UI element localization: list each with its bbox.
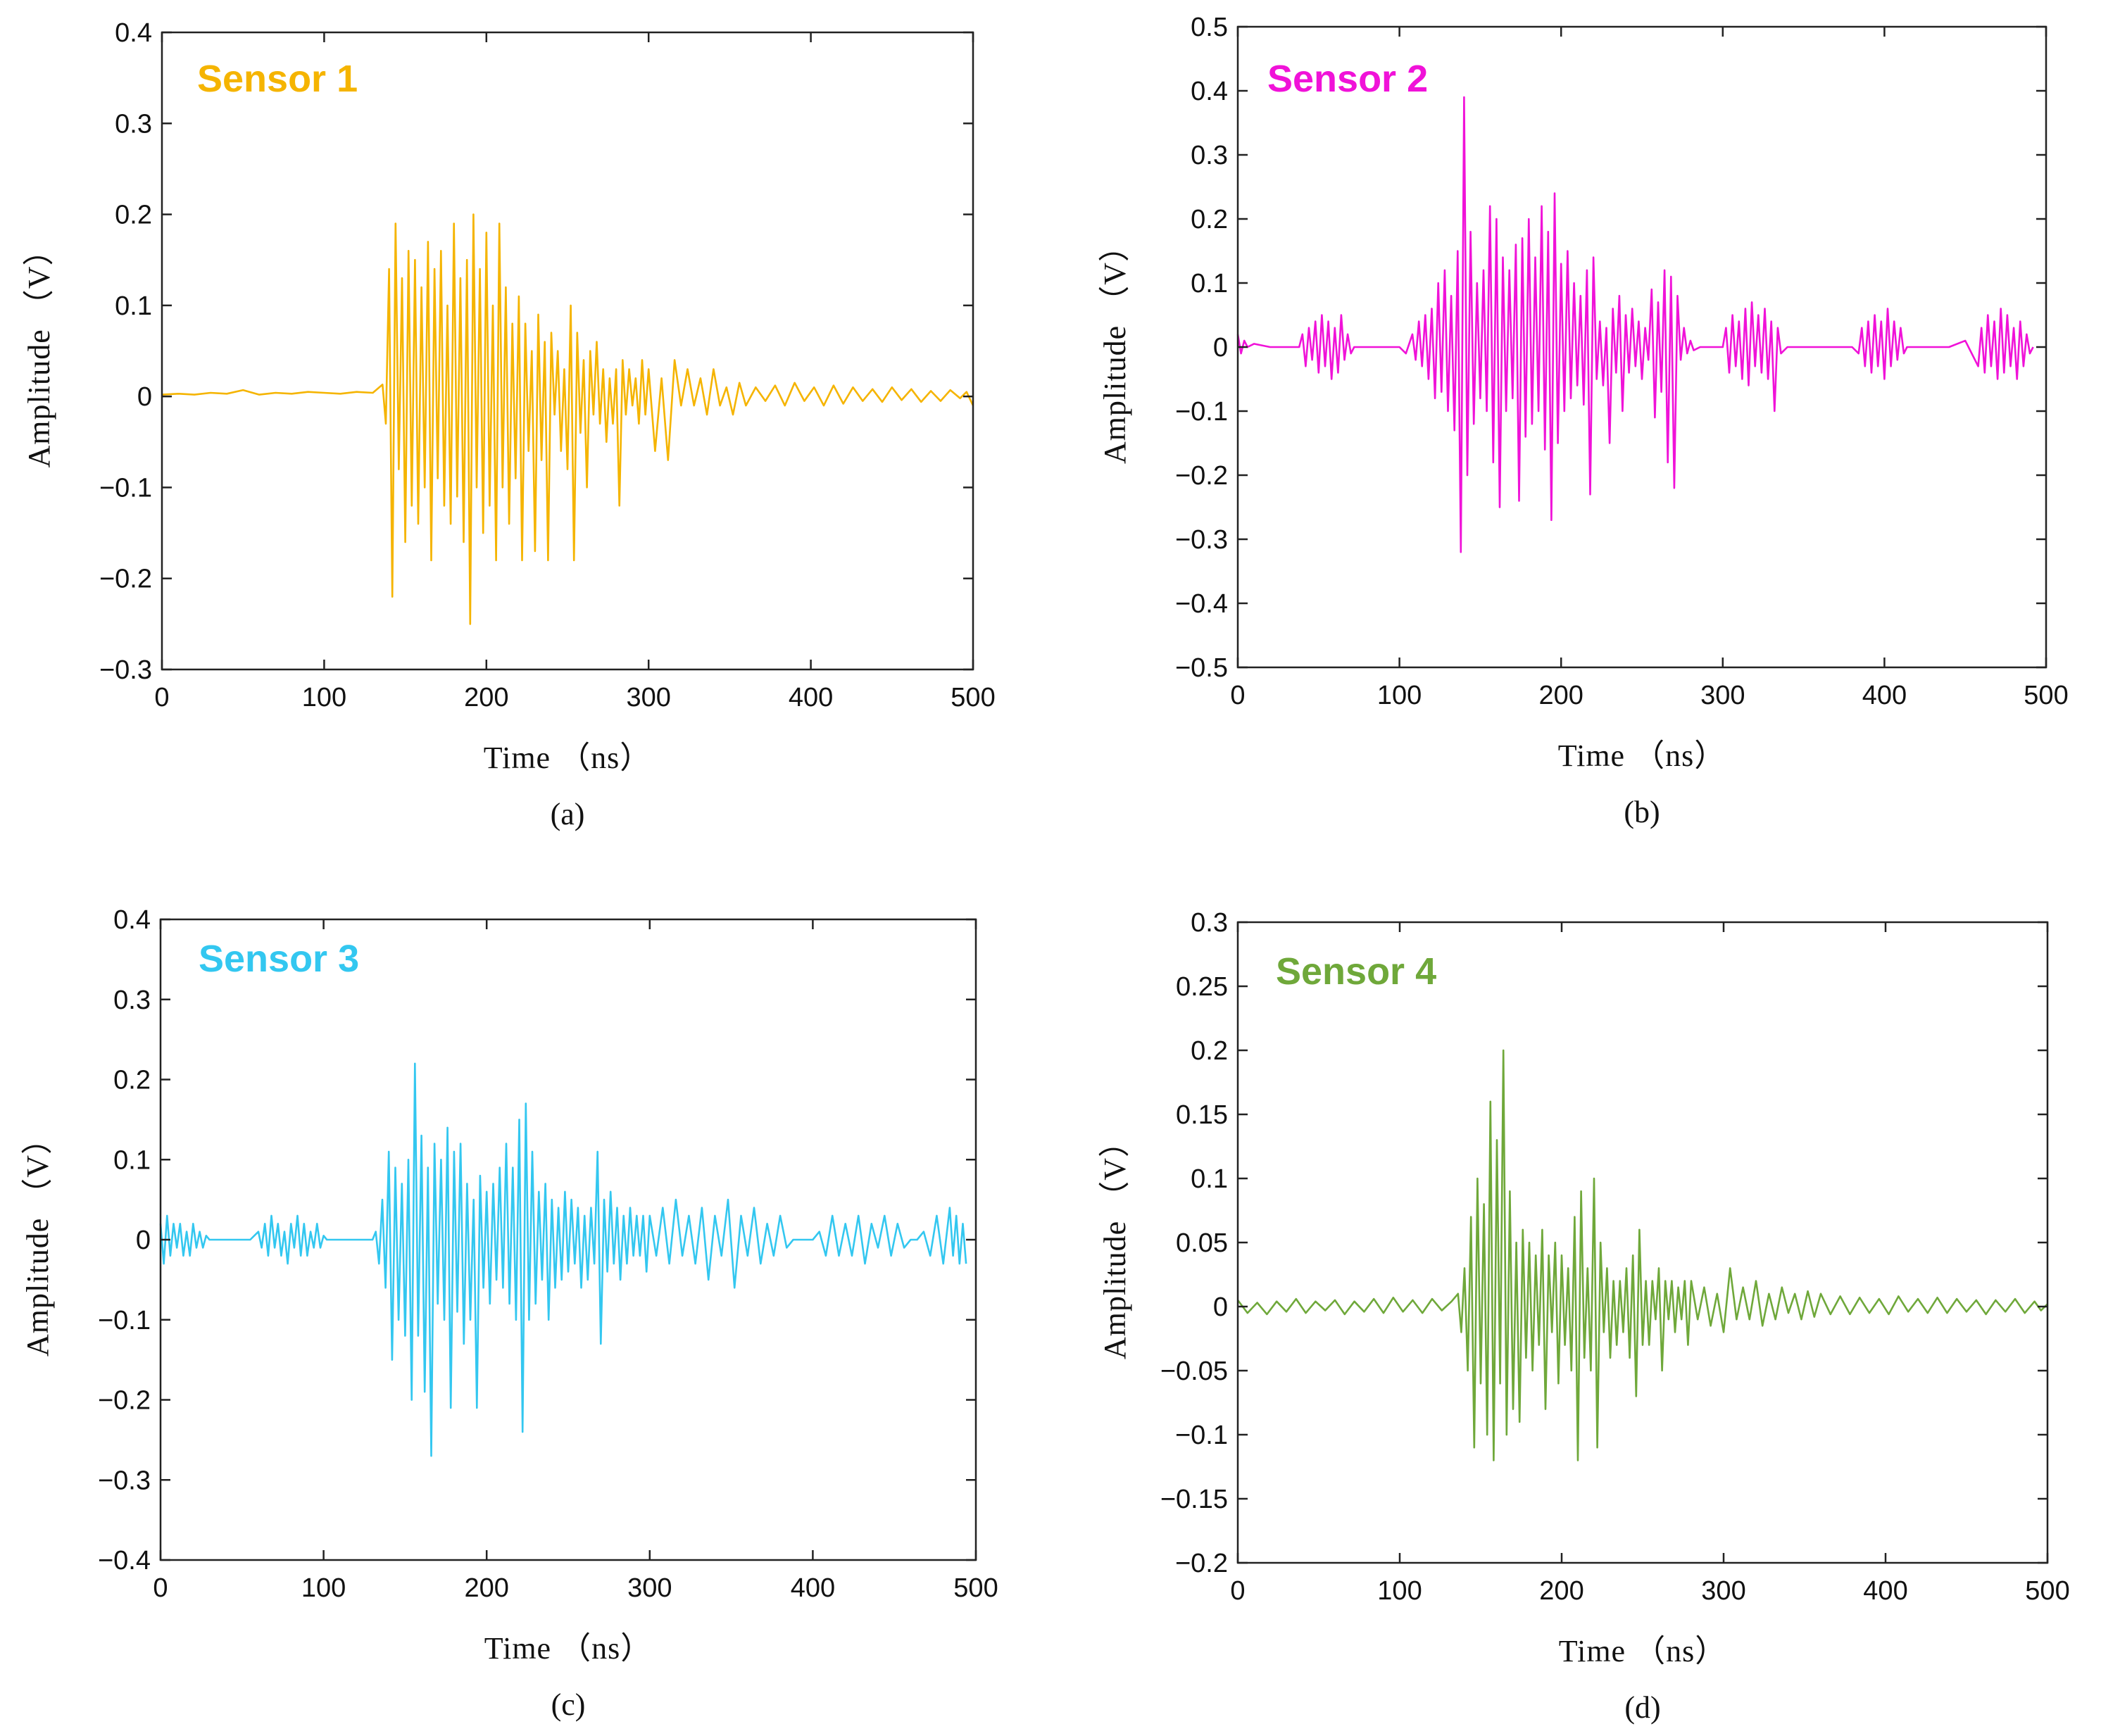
panel-a-x-tick-label: 200 bbox=[464, 683, 508, 712]
panel-b-x-tick-label: 200 bbox=[1538, 681, 1583, 710]
panel-a-sensor-1: 0 100 200 300 400 500 −0.3 −0.2 −0.1 0 0.1 0.2 0.3 0.… bbox=[22, 18, 996, 831]
panel-d-y-axis-label: Amplitude （V） bbox=[1098, 1126, 1132, 1359]
panel-a-x-tick-label: 0 bbox=[154, 683, 169, 712]
panel-d-y-tick-label: 0.15 bbox=[1176, 1100, 1228, 1130]
panel-a-y-tick-label: −0.1 bbox=[99, 473, 152, 503]
panel-a-x-tick-label: 400 bbox=[789, 683, 833, 712]
panel-b-trace-group bbox=[1236, 96, 2034, 553]
panel-a-x-tick-label: 500 bbox=[951, 683, 995, 712]
panel-b-caption: (b) bbox=[1624, 795, 1660, 829]
panel-b-sensor-label: Sensor 2 bbox=[1267, 58, 1428, 100]
panel-c-ticks: 0 100 200 300 400 500 −0.4 −0.3 −0.2 −0.1 0 0.1 0.2 0… bbox=[98, 905, 998, 1603]
panel-d-y-tick-label: −0.2 bbox=[1175, 1549, 1228, 1578]
panel-b-x-tick-label: 300 bbox=[1700, 681, 1745, 710]
panel-b-series-line bbox=[1236, 96, 2034, 553]
panel-d-sensor-4: 0 100 200 300 400 500 −0.2 −0.15 −0.1 −0.05 0 0.05 0… bbox=[1098, 908, 2070, 1725]
panel-c-x-axis-label: Time （ns） bbox=[484, 1631, 652, 1666]
panel-c-x-tick-label: 500 bbox=[953, 1573, 998, 1603]
panel-c-x-tick-label: 300 bbox=[627, 1573, 672, 1603]
panel-b-y-tick-label: 0.2 bbox=[1191, 205, 1228, 234]
panel-d-x-tick-label: 100 bbox=[1377, 1576, 1422, 1606]
panel-a-y-axis-label: Amplitude （V） bbox=[22, 234, 56, 468]
panel-a-x-axis-label: Time （ns） bbox=[484, 741, 651, 775]
panel-c-y-tick-label: −0.2 bbox=[98, 1386, 151, 1416]
panel-a-x-tick-label: 300 bbox=[626, 683, 670, 712]
panel-b-ticks: 0 100 200 300 400 500 −0.5 −0.4 −0.3 −0.2 −0.1 0 0.1… bbox=[1175, 13, 2069, 710]
panel-b-y-tick-label: −0.4 bbox=[1175, 589, 1228, 619]
panel-c-y-tick-label: 0.3 bbox=[113, 986, 151, 1015]
panel-b-y-tick-label: −0.5 bbox=[1175, 653, 1228, 683]
panel-d-x-tick-label: 0 bbox=[1230, 1576, 1245, 1606]
panel-c-y-tick-label: −0.3 bbox=[98, 1466, 151, 1495]
panel-a-ticks: 0 100 200 300 400 500 −0.3 −0.2 −0.1 0 0.1 0.2 0.3 0.… bbox=[99, 18, 996, 712]
panel-d-y-tick-label: 0.1 bbox=[1191, 1164, 1228, 1194]
panel-c-x-tick-label: 400 bbox=[791, 1573, 835, 1603]
panel-b-y-tick-label: 0 bbox=[1213, 333, 1228, 363]
panel-d-y-tick-label: 0.05 bbox=[1176, 1228, 1228, 1258]
panel-a-y-tick-label: −0.2 bbox=[99, 565, 152, 594]
panel-b-y-axis-label: Amplitude （V） bbox=[1098, 230, 1132, 464]
panel-c-caption: (c) bbox=[551, 1687, 586, 1722]
panel-d-ticks: 0 100 200 300 400 500 −0.2 −0.15 −0.1 −0.05 0 0.05 0… bbox=[1160, 908, 2070, 1606]
panel-d-x-tick-label: 400 bbox=[1863, 1576, 1907, 1606]
panel-b-y-tick-label: 0.3 bbox=[1191, 141, 1228, 170]
panel-b-x-tick-label: 0 bbox=[1230, 681, 1245, 710]
panel-d-x-axis-label: Time （ns） bbox=[1559, 1634, 1726, 1668]
panel-a-y-tick-label: 0.3 bbox=[115, 109, 152, 139]
panel-c-y-tick-label: 0.4 bbox=[113, 905, 151, 935]
panel-b-y-tick-label: 0.1 bbox=[1191, 269, 1228, 298]
panel-d-x-tick-label: 500 bbox=[2025, 1576, 2069, 1606]
panel-a-y-tick-label: 0 bbox=[137, 382, 152, 412]
panel-a-y-tick-label: 0.1 bbox=[115, 291, 152, 321]
panel-d-sensor-label: Sensor 4 bbox=[1276, 950, 1436, 993]
panel-c-x-tick-label: 100 bbox=[301, 1573, 346, 1603]
panel-b-y-tick-label: 0.4 bbox=[1191, 77, 1228, 106]
panel-a-plot-frame bbox=[161, 31, 974, 671]
panel-b-y-tick-label: −0.3 bbox=[1175, 525, 1228, 555]
panel-b-x-tick-label: 400 bbox=[1862, 681, 1907, 710]
panel-d-trace-group bbox=[1236, 1049, 2048, 1461]
panel-c-y-tick-label: −0.1 bbox=[98, 1306, 151, 1335]
panel-b-y-tick-label: −0.1 bbox=[1175, 397, 1228, 427]
panel-c-x-tick-label: 0 bbox=[153, 1573, 168, 1603]
panel-b-x-tick-label: 100 bbox=[1377, 681, 1422, 710]
panel-c-sensor-label: Sensor 3 bbox=[199, 938, 359, 980]
panel-d-y-tick-label: −0.1 bbox=[1175, 1421, 1228, 1450]
panel-b-x-axis-label: Time （ns） bbox=[1558, 738, 1726, 773]
panel-d-y-tick-label: −0.05 bbox=[1160, 1357, 1228, 1386]
panel-d-y-tick-label: 0 bbox=[1213, 1292, 1228, 1322]
panel-a-y-tick-label: 0.4 bbox=[115, 18, 152, 48]
panel-c-x-tick-label: 200 bbox=[464, 1573, 508, 1603]
panel-a-trace-group bbox=[161, 213, 974, 625]
panel-b-sensor-2: 0 100 200 300 400 500 −0.5 −0.4 −0.3 −0.2 −0.1 0 0.1… bbox=[1098, 13, 2069, 829]
panel-c-sensor-3: 0 100 200 300 400 500 −0.4 −0.3 −0.2 −0.1 0 0.1 0.2 0… bbox=[20, 905, 998, 1722]
panel-c-y-tick-label: 0.2 bbox=[113, 1066, 151, 1095]
panel-d-x-tick-label: 200 bbox=[1539, 1576, 1583, 1606]
panel-d-y-tick-label: −0.15 bbox=[1160, 1485, 1228, 1514]
panel-b-y-tick-label: −0.2 bbox=[1175, 461, 1228, 491]
panel-c-y-tick-label: −0.4 bbox=[98, 1546, 151, 1575]
panel-a-y-tick-label: −0.3 bbox=[99, 655, 152, 685]
panel-a-caption: (a) bbox=[551, 797, 585, 831]
panel-c-trace-group bbox=[159, 1062, 967, 1457]
panel-a-sensor-label: Sensor 1 bbox=[197, 58, 358, 100]
panel-d-y-tick-label: 0.3 bbox=[1191, 908, 1228, 938]
panel-a-x-tick-label: 100 bbox=[302, 683, 346, 712]
panel-c-y-tick-label: 0 bbox=[136, 1226, 151, 1255]
panel-d-y-tick-label: 0.25 bbox=[1176, 972, 1228, 1002]
panel-d-caption: (d) bbox=[1624, 1690, 1660, 1725]
panel-d-y-tick-label: 0.2 bbox=[1191, 1036, 1228, 1066]
panel-b-y-tick-label: 0.5 bbox=[1191, 13, 1228, 42]
panel-d-x-tick-label: 300 bbox=[1701, 1576, 1745, 1606]
panel-a-series-line bbox=[161, 213, 974, 625]
panel-a-y-tick-label: 0.2 bbox=[115, 201, 152, 230]
panel-c-y-axis-label: Amplitude （V） bbox=[20, 1123, 55, 1357]
panel-d-series-line bbox=[1236, 1049, 2048, 1461]
panel-c-series-line bbox=[159, 1062, 967, 1457]
panel-c-y-tick-label: 0.1 bbox=[113, 1145, 151, 1175]
panel-b-x-tick-label: 500 bbox=[2024, 681, 2068, 710]
